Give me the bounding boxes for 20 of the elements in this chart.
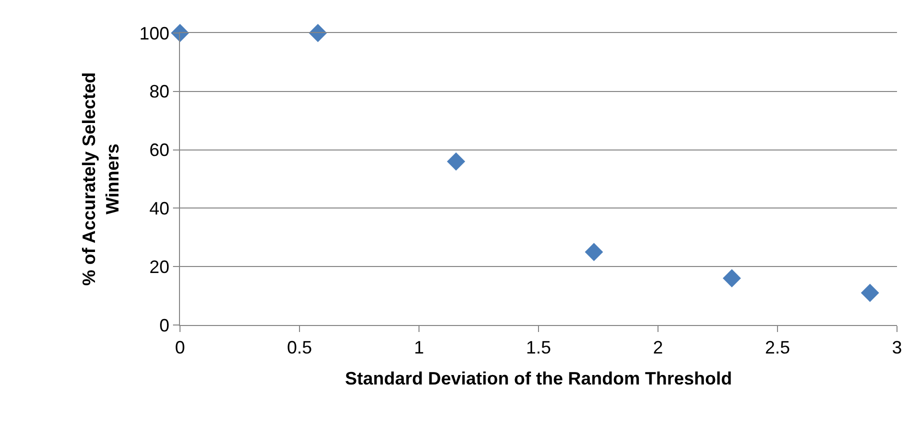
y-tick-label: 40 — [149, 198, 170, 218]
x-tick-label: 2 — [652, 338, 664, 358]
x-tick-label: 1.5 — [526, 338, 552, 358]
point — [446, 152, 466, 171]
point — [860, 284, 880, 302]
x-axis-title: Standard Deviation of the Random Threshold — [344, 368, 732, 389]
point — [584, 242, 604, 262]
y-tick-label: 0 — [159, 315, 170, 336]
point — [722, 269, 741, 288]
x-tick-label: 2.5 — [764, 338, 790, 358]
y-tick-label: 80 — [149, 82, 170, 102]
point — [170, 24, 190, 42]
x-tick-label: 0.5 — [286, 338, 312, 358]
y-axis-title: % of Accurately Selected Winners — [79, 72, 123, 286]
x-tick-label: 3 — [892, 338, 902, 358]
y-tick-label: 60 — [149, 140, 170, 160]
x-tick-label: 0 — [174, 338, 186, 358]
y-tick-label: 20 — [149, 256, 170, 277]
y-tick-label: 100 — [139, 23, 170, 44]
x-tick-label: 1 — [414, 338, 424, 358]
